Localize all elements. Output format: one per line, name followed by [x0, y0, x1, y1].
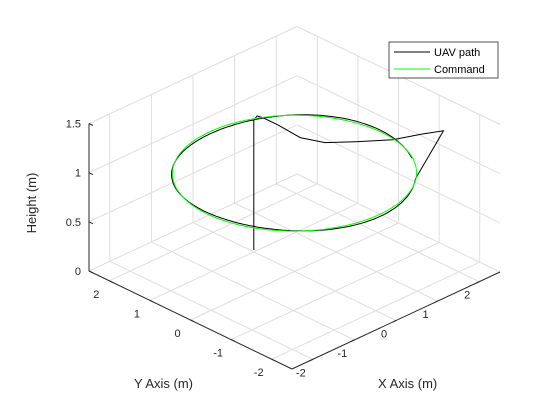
y-tick--1	[230, 339, 235, 342]
z-axis-label: Height (m)	[24, 173, 39, 234]
z-tick-label: 1	[75, 168, 81, 180]
y-tick-2	[109, 280, 114, 283]
x-tick-2	[475, 281, 480, 284]
z-tick-label: 0.5	[66, 217, 81, 229]
x-tick-label: -2	[296, 367, 306, 379]
floor-grid-y--1	[230, 242, 440, 341]
floor-grid-y-2	[109, 183, 318, 282]
data-layer	[171, 114, 445, 250]
y-tick-1	[149, 299, 154, 303]
x-tick--2	[309, 358, 314, 362]
floor-grid-y-0	[190, 222, 399, 321]
y-tick-0	[190, 319, 195, 323]
legend-label-uav-path: UAV path	[434, 47, 480, 59]
x-tick-1	[433, 300, 438, 304]
z-tick-label: 1.5	[66, 119, 81, 131]
z-tick-1.5	[88, 123, 94, 126]
y-tick-label: 0	[174, 328, 180, 340]
backx-grid-z-1.5	[88, 26, 298, 124]
backx-grid-z-1	[88, 75, 298, 174]
legend-box	[388, 41, 499, 79]
z-tick-1	[88, 172, 94, 176]
x-tick-label: 1	[423, 309, 429, 321]
x-tick-label: 0	[381, 329, 387, 341]
series-command-line	[171, 114, 418, 232]
z-tick-0.5	[88, 221, 94, 225]
backx-grid-z-0.5	[88, 124, 298, 223]
x-tick-label: -1	[338, 348, 348, 360]
y-axis-label: Y Axis (m)	[134, 376, 193, 391]
backy-grid-z-1	[296, 75, 501, 175]
backy-grid-z-0	[296, 173, 501, 273]
floor-grid-y--2	[271, 261, 480, 360]
x-tick-label: 2	[464, 290, 470, 302]
series-uav-path-line	[171, 114, 445, 250]
legend-label-command: Command	[434, 64, 485, 76]
x-tick--1	[350, 339, 355, 343]
y-tick-label: 1	[134, 308, 140, 320]
y-tick-label: -2	[254, 367, 264, 379]
backx-grid-z-0	[88, 173, 298, 272]
x-axis-label: X Axis (m)	[378, 376, 437, 391]
y-tick--2	[271, 358, 276, 362]
y-tick-label: 2	[93, 289, 99, 301]
floor-grid-y-1	[149, 202, 359, 301]
grid-layer	[88, 26, 501, 360]
z-tick-0	[88, 270, 94, 274]
y-tick-label: -1	[213, 348, 223, 360]
z-tick-label: 0	[75, 266, 81, 278]
x-tick-0	[392, 320, 397, 323]
legend: UAV path Command	[388, 41, 499, 79]
backy-grid-z-0.5	[296, 124, 501, 224]
